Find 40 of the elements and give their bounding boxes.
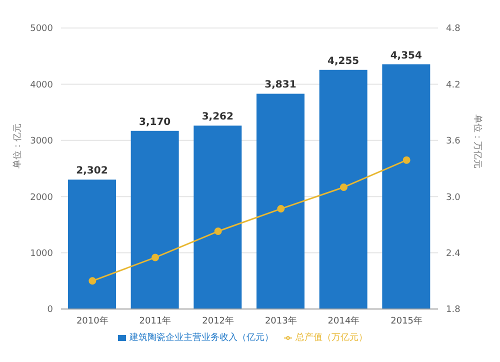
y2-tick-label: 3.0	[446, 192, 461, 203]
data-label: 4,255	[328, 56, 360, 67]
y2-tick-label: 3.6	[446, 136, 461, 147]
data-label: 3,262	[202, 112, 234, 123]
point	[277, 205, 285, 213]
y-tick-label: 4000	[30, 80, 54, 90]
bar	[319, 70, 368, 309]
y-axis-title: 单位：亿元	[12, 124, 24, 168]
y2-tick-label: 2.4	[446, 248, 461, 259]
y-tick-label: 5000	[30, 24, 54, 34]
x-tick-label: 2011年	[139, 315, 172, 326]
bar	[68, 180, 116, 309]
y2-tick-label: 1.8	[446, 305, 461, 316]
point	[152, 254, 159, 262]
y2-axis-title: 单位：万亿元	[472, 114, 483, 168]
data-label: 2,302	[76, 166, 108, 177]
x-tick-label: 2014年	[328, 315, 360, 326]
data-label: 3,170	[139, 116, 171, 128]
point	[340, 183, 348, 191]
data-label: 3,831	[264, 80, 296, 91]
x-tick-label: 2010年	[76, 315, 108, 326]
data-label: 4,354	[390, 50, 422, 62]
legend-label: 建筑陶瓷企业主营业务收入（亿元）	[130, 333, 274, 343]
x-tick-label: 2013年	[264, 315, 297, 326]
y2-tick-label: 4.8	[446, 24, 461, 34]
y-tick-label: 0	[47, 305, 54, 316]
x-tick-label: 2015年	[390, 315, 423, 326]
bar	[194, 126, 242, 309]
legend-label: 总产值（万亿元）	[296, 333, 368, 343]
y-tick-label: 1000	[30, 248, 54, 259]
point	[214, 228, 222, 236]
point	[402, 156, 410, 164]
y-tick-label: 2000	[30, 192, 54, 203]
point	[88, 277, 96, 285]
y2-tick-label: 4.2	[446, 80, 460, 90]
x-tick-label: 2012年	[202, 315, 234, 326]
bar	[130, 130, 179, 309]
bar	[382, 64, 430, 309]
bar	[256, 94, 304, 309]
y-tick-label: 3000	[30, 136, 54, 147]
